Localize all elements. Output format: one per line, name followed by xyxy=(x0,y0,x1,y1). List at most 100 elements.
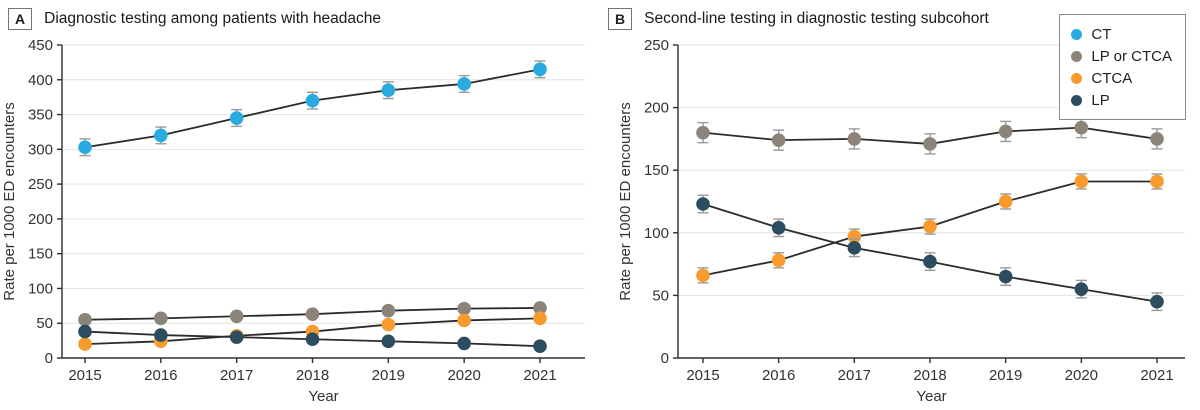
data-point-ctca xyxy=(457,313,471,328)
legend-dot-icon xyxy=(1071,72,1083,84)
svg-text:2016: 2016 xyxy=(144,367,177,384)
svg-text:2017: 2017 xyxy=(838,367,871,384)
legend: CT LP or CTCA CTCA LP xyxy=(1059,14,1186,120)
svg-text:250: 250 xyxy=(644,37,669,54)
svg-text:Rate per 1000 ED encounters: Rate per 1000 ED encounters xyxy=(617,102,634,300)
legend-dot-icon xyxy=(1071,94,1083,106)
data-point-lp xyxy=(305,332,320,347)
svg-text:2019: 2019 xyxy=(372,367,405,384)
data-point-lp-or-ctca xyxy=(696,125,710,140)
data-point-lp-or-ctca xyxy=(154,311,168,326)
data-point-lp xyxy=(696,197,710,211)
svg-text:350: 350 xyxy=(28,107,53,124)
svg-text:2016: 2016 xyxy=(762,367,795,384)
legend-item-lp: LP xyxy=(1071,89,1172,111)
data-point-ctca xyxy=(998,194,1013,209)
data-point-lp-or-ctca xyxy=(305,307,320,321)
data-point-ctca xyxy=(847,229,862,244)
svg-text:Year: Year xyxy=(308,388,338,405)
data-point-lp-or-ctca xyxy=(457,301,471,316)
data-point-ct xyxy=(457,77,471,91)
svg-text:50: 50 xyxy=(36,315,53,332)
data-point-lp xyxy=(1074,282,1089,296)
svg-text:50: 50 xyxy=(652,287,669,304)
panel-a-title: Diagnostic testing among patients with h… xyxy=(44,10,382,27)
svg-text:250: 250 xyxy=(28,176,53,193)
svg-text:2021: 2021 xyxy=(523,367,556,384)
svg-text:200: 200 xyxy=(28,211,53,228)
data-point-ct xyxy=(305,93,320,108)
data-point-lp-or-ctca xyxy=(1150,132,1164,146)
svg-text:0: 0 xyxy=(45,350,53,367)
legend-dot-icon xyxy=(1071,50,1083,62)
svg-text:2020: 2020 xyxy=(447,367,480,384)
legend-label: LP or CTCA xyxy=(1091,47,1172,65)
legend-label: CTCA xyxy=(1091,69,1133,87)
svg-text:Year: Year xyxy=(916,388,946,405)
data-point-lp xyxy=(78,324,92,339)
data-point-ctca xyxy=(923,219,937,234)
data-point-ctca xyxy=(533,311,547,326)
legend-label: CT xyxy=(1091,25,1112,43)
data-point-lp-or-ctca xyxy=(847,132,862,146)
data-point-ctca xyxy=(1074,174,1089,189)
legend-dot-icon xyxy=(1071,28,1083,40)
data-point-lp-or-ctca xyxy=(998,124,1013,139)
legend-item-ct: CT xyxy=(1071,23,1172,45)
legend-item-ctca: CTCA xyxy=(1071,67,1172,89)
data-point-ct xyxy=(381,83,396,98)
data-point-lp xyxy=(154,328,168,342)
data-point-lp-or-ctca xyxy=(533,301,547,315)
data-point-lp xyxy=(923,254,937,269)
data-point-lp xyxy=(457,336,471,351)
legend-item-lp-or-ctca: LP or CTCA xyxy=(1071,45,1172,67)
data-point-lp-or-ctca xyxy=(78,312,92,327)
svg-text:2015: 2015 xyxy=(68,367,101,384)
svg-text:2017: 2017 xyxy=(220,367,253,384)
panel-a-header: A Diagnostic testing among patients with… xyxy=(0,0,600,30)
svg-text:2018: 2018 xyxy=(913,367,946,384)
data-point-ctca xyxy=(1150,174,1164,189)
data-point-lp xyxy=(847,241,862,255)
data-point-ctca xyxy=(696,268,710,283)
panel-a: A Diagnostic testing among patients with… xyxy=(0,0,600,405)
svg-text:100: 100 xyxy=(28,280,53,297)
data-point-ctca xyxy=(78,337,92,351)
panel-a-chart: 0 50 100 150 200 250 300 350 400 450 2015 2016 2017 2… xyxy=(1,37,585,405)
data-point-lp xyxy=(229,330,244,344)
svg-text:2021: 2021 xyxy=(1140,367,1173,384)
data-point-ctca xyxy=(771,253,786,268)
data-point-ct xyxy=(154,128,168,143)
svg-text:150: 150 xyxy=(644,162,669,179)
svg-text:2019: 2019 xyxy=(989,367,1022,384)
svg-text:Rate per 1000 ED encounters: Rate per 1000 ED encounters xyxy=(1,102,18,300)
svg-text:2018: 2018 xyxy=(296,367,329,384)
svg-text:2020: 2020 xyxy=(1065,367,1098,384)
data-point-ctca xyxy=(381,317,396,332)
data-point-ct xyxy=(78,140,92,155)
svg-text:2015: 2015 xyxy=(686,367,719,384)
panel-b-label-box: B xyxy=(608,8,633,30)
data-point-lp xyxy=(533,339,547,353)
data-point-lp xyxy=(771,220,786,235)
data-point-lp-or-ctca xyxy=(381,303,396,318)
data-point-lp-or-ctca xyxy=(229,309,244,324)
data-point-lp-or-ctca xyxy=(1074,120,1089,135)
svg-text:400: 400 xyxy=(28,72,53,89)
data-point-lp xyxy=(998,269,1013,284)
svg-text:150: 150 xyxy=(28,246,53,263)
data-point-lp-or-ctca xyxy=(771,133,786,147)
data-point-ct xyxy=(533,62,547,77)
svg-text:200: 200 xyxy=(644,100,669,117)
svg-text:450: 450 xyxy=(28,37,53,54)
data-point-lp xyxy=(381,334,396,349)
svg-text:0: 0 xyxy=(661,350,669,367)
svg-text:300: 300 xyxy=(28,141,53,158)
legend-label: LP xyxy=(1091,91,1110,109)
panel-a-label-box: A xyxy=(8,8,33,30)
panel-b-title: Second-line testing in diagnostic testin… xyxy=(644,10,989,27)
data-point-lp-or-ctca xyxy=(923,137,937,151)
data-point-lp xyxy=(1150,294,1164,309)
data-point-ct xyxy=(229,111,244,125)
